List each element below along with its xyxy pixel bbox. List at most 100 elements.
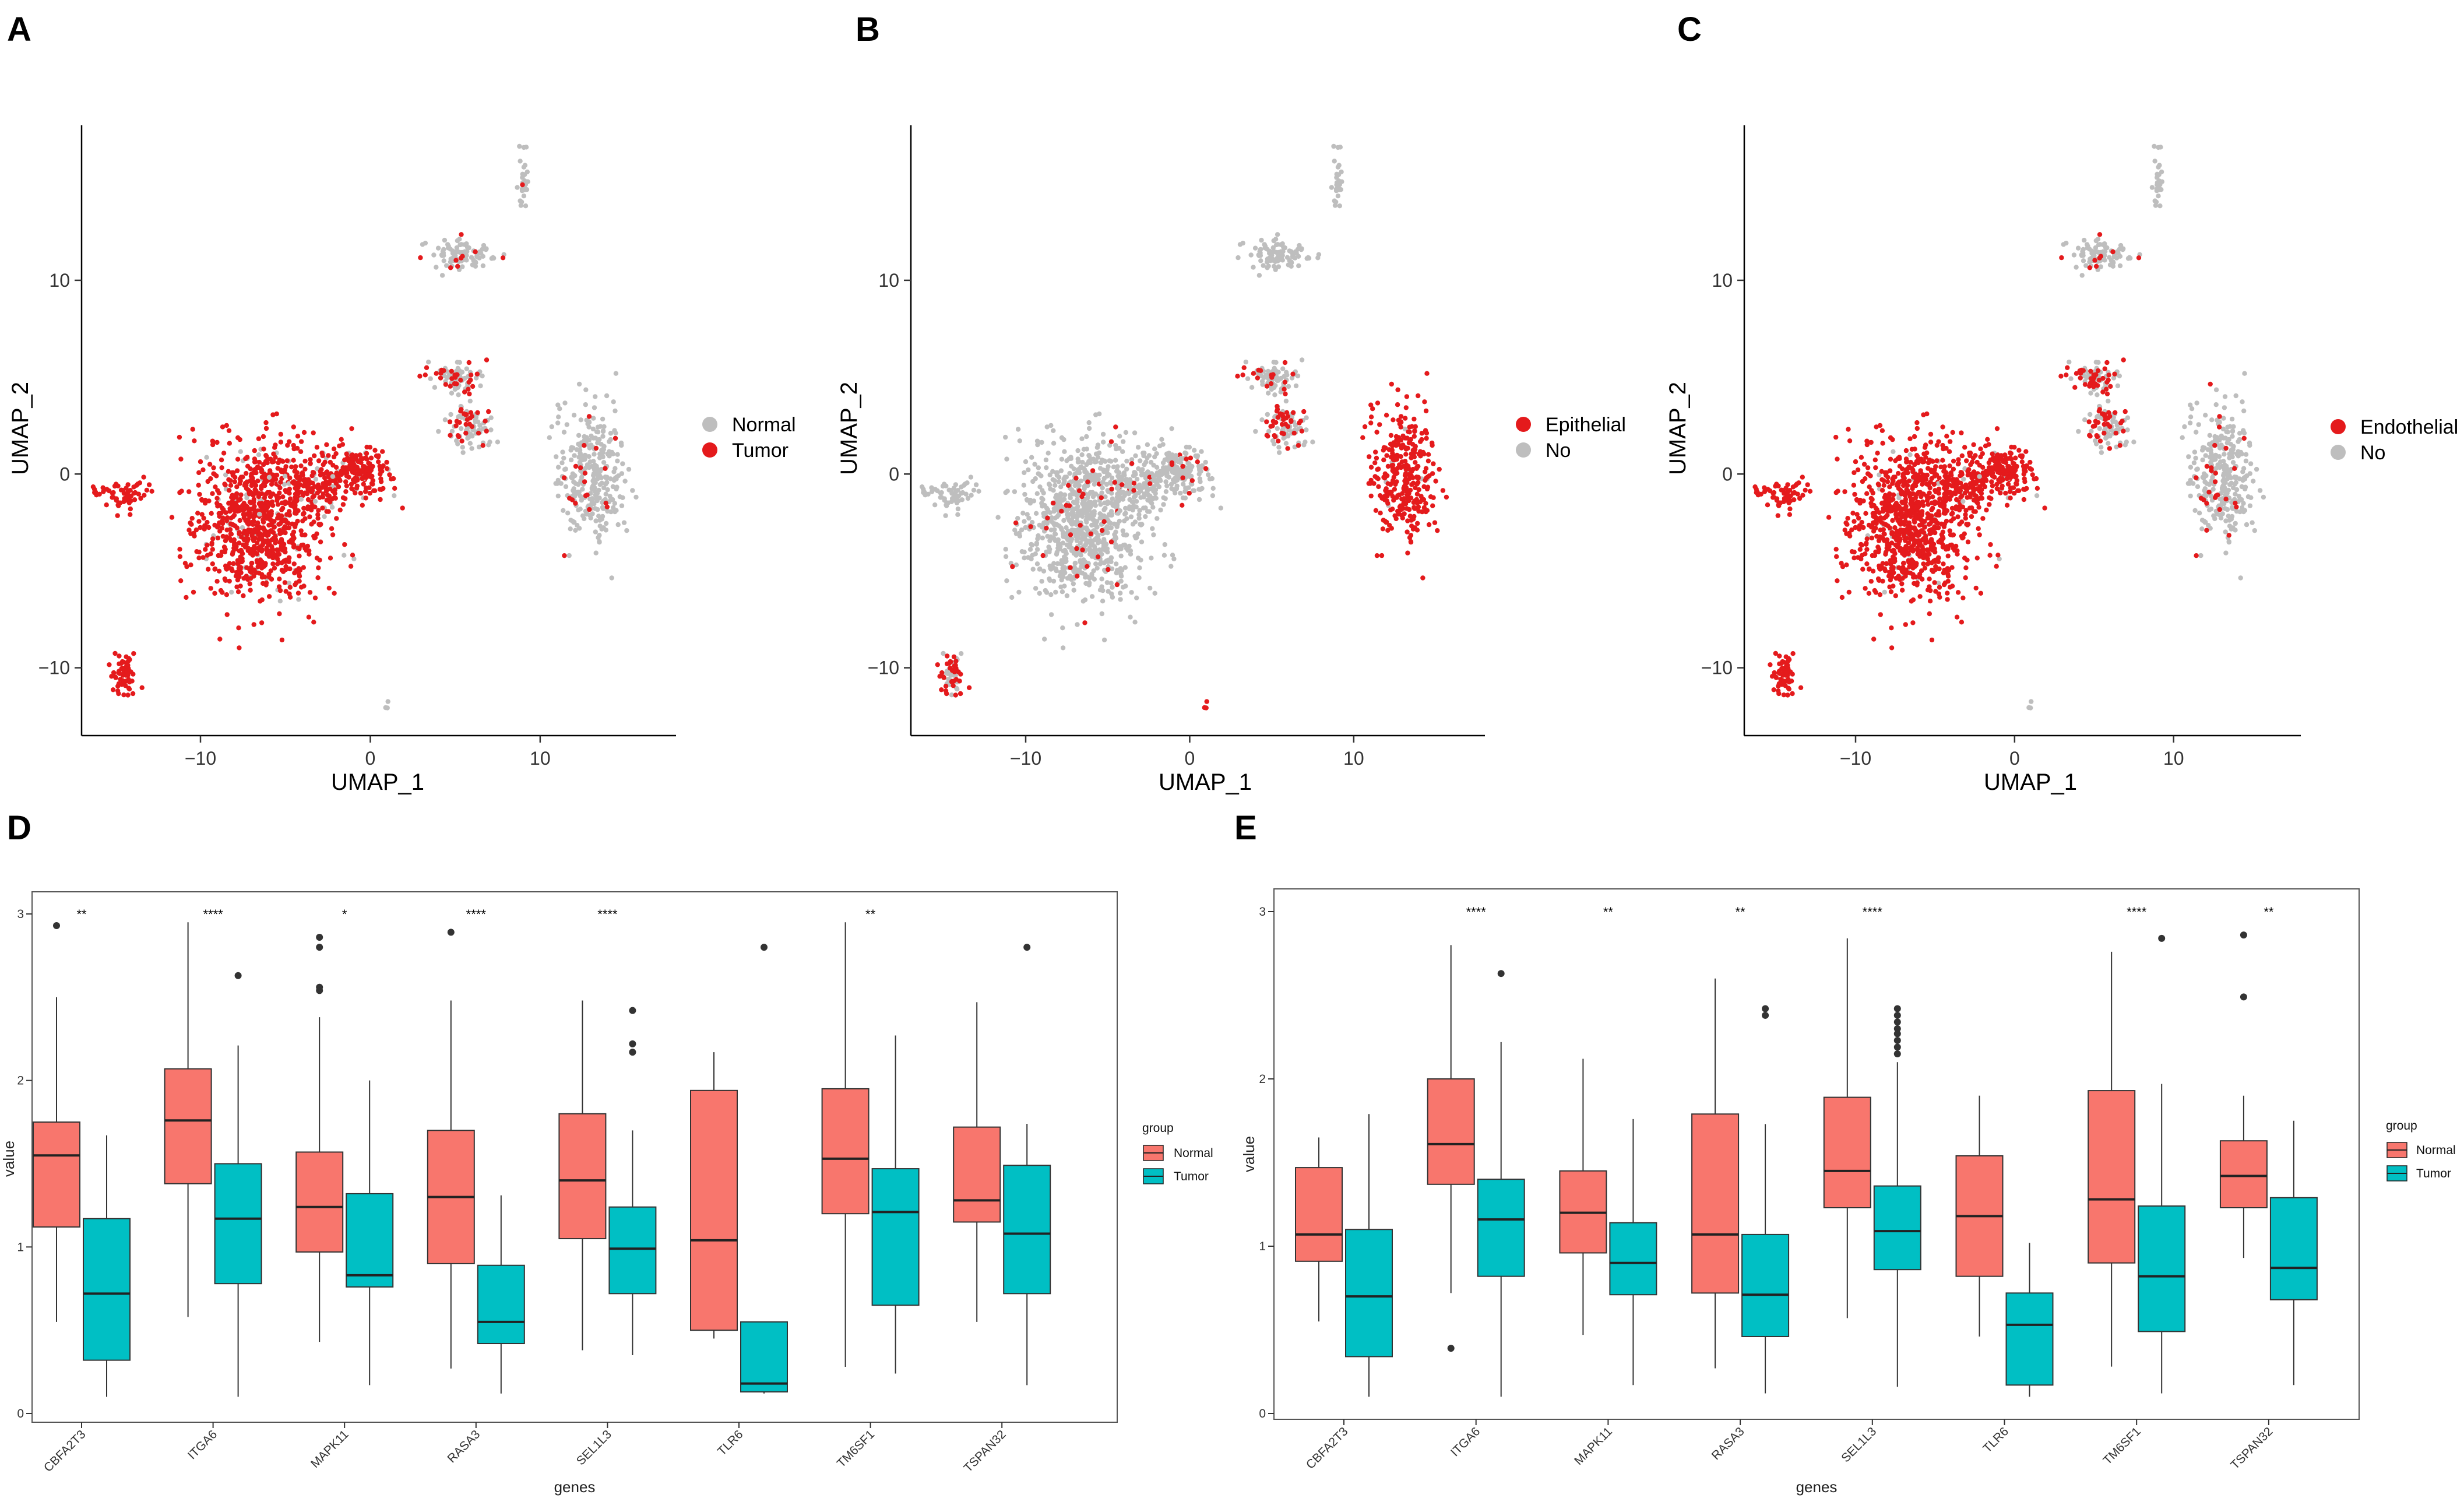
umap-point-a-large-left-436 — [280, 459, 286, 464]
umap-point-c-large-left-857 — [1906, 523, 1911, 529]
umap-point-b-top-pair-64 — [1316, 252, 1322, 257]
umap-point-b-right-cluster-243 — [1376, 466, 1381, 472]
umap-point-a-bottom-left-48 — [116, 681, 122, 687]
umap-point-a-left-arm-151 — [293, 495, 298, 500]
umap-point-a-mid-upper-73 — [462, 389, 467, 395]
umap-point-c-left-arm-93 — [1965, 472, 1970, 478]
umap-point-b-right-cluster-220 — [1375, 476, 1381, 481]
umap-point-a-large-left-91 — [236, 625, 241, 631]
umap-point-a-large-left-403 — [269, 537, 274, 543]
umap-point-a-right-cluster-250 — [580, 513, 586, 518]
umap-point-b-large-left-649 — [1116, 547, 1122, 552]
umap-point-a-mid-upper-39 — [449, 391, 455, 396]
umap-point-a-large-left-556 — [199, 512, 205, 517]
umap-point-b-mid-upper-79 — [1241, 365, 1247, 370]
umap-point-b-top-spike-15 — [1335, 145, 1340, 150]
umap-point-a-right-cluster-275 — [597, 518, 603, 523]
umap-point-b-right-cluster-138 — [1373, 449, 1378, 455]
umap-point-a-right-cluster-192 — [599, 448, 604, 453]
umap-point-b-left-arm-141 — [1196, 497, 1202, 502]
umap-point-a-right-nub-112 — [361, 481, 366, 487]
umap-point-c-large-left-786 — [1872, 588, 1877, 593]
umap-point-b-left-arm-199 — [1180, 502, 1185, 508]
umap-point-b-right-cluster-314 — [1402, 500, 1407, 505]
umap-point-c-left-arm-106 — [1960, 504, 1966, 509]
umap-point-a-large-left-617 — [196, 549, 202, 555]
umap-point-b-right-nub-62 — [1178, 456, 1184, 461]
umap-points-a — [90, 143, 639, 711]
umap-point-b-right-nub-119 — [1187, 491, 1192, 496]
umap-point-c-large-left-133 — [1864, 561, 1870, 567]
umap-point-b-mid-upper-34 — [1293, 383, 1299, 389]
umap-point-b-right-nub-115 — [1180, 475, 1185, 480]
umap-point-a-far-left-strip-23 — [115, 513, 120, 518]
umap-point-a-mid-lower-52 — [469, 446, 474, 451]
umap-point-b-large-left-597 — [1013, 562, 1019, 568]
umap-point-a-right-cluster-38 — [565, 511, 571, 516]
umap-point-c-large-left-776 — [1914, 580, 1920, 586]
umap-point-a-mid-lower-76 — [468, 410, 474, 415]
umap-point-a-mid-lower-16 — [460, 445, 465, 450]
umap-point-b-right-nub-110 — [1188, 455, 1194, 460]
umap-point-a-large-left-801 — [250, 553, 255, 558]
umap-point-a-large-left-657 — [224, 515, 230, 521]
umap-point-a-right-cluster-108 — [563, 484, 569, 490]
umap-point-a-large-left-430 — [315, 575, 321, 581]
umap-point-b-large-left-542 — [1065, 575, 1071, 581]
umap-point-a-large-left-664 — [311, 620, 316, 625]
umap-point-a-left-arm-48 — [278, 480, 283, 485]
umap-point-a-large-left-341 — [209, 511, 214, 516]
umap-point-b-top-pair-89 — [1265, 259, 1270, 265]
umap-point-a-mid-upper-49 — [474, 375, 479, 381]
umap-point-b-large-left-714 — [1029, 519, 1035, 525]
umap-point-a-right-nub-52 — [364, 444, 369, 450]
umap-point-a-mid-upper-89 — [441, 368, 446, 373]
umap-point-a-mid-lower-81 — [467, 421, 472, 427]
umap-point-b-right-cluster-32 — [1384, 413, 1389, 418]
umap-point-c-large-left-693 — [1861, 498, 1866, 504]
umap-point-a-bottom-left-51 — [139, 685, 145, 691]
umap-point-a-left-arm-148 — [326, 453, 331, 458]
umap-point-a-left-arm-111 — [332, 487, 338, 493]
umap-point-b-mid-lower-71 — [1264, 419, 1269, 424]
umap-point-b-mid-lower-50 — [1304, 427, 1309, 432]
umap-point-c-large-left-822 — [1909, 599, 1914, 604]
umap-point-c-large-left-389 — [1858, 455, 1864, 460]
umap-point-c-large-left-886 — [1886, 494, 1892, 500]
umap-point-c-large-left-112 — [1851, 519, 1857, 524]
umap-point-b-large-left-866 — [1090, 468, 1096, 473]
umap-point-a-far-left-strip-56 — [91, 487, 97, 492]
umap-point-a-large-left-483 — [251, 538, 256, 543]
umap-point-a-far-left-strip-55 — [131, 491, 137, 496]
umap-point-b-large-left-859 — [1105, 530, 1110, 536]
umap-point-a-large-left-504 — [277, 540, 283, 545]
umap-point-b-right-cluster-144 — [1380, 526, 1386, 532]
umap-point-b-large-left-849 — [1080, 535, 1086, 540]
umap-point-c-large-left-50 — [1889, 625, 1894, 631]
umap-point-c-large-left-805 — [1891, 474, 1896, 480]
umap-point-b-large-left-722 — [1124, 516, 1129, 521]
umap-point-a-right-nub-105 — [362, 464, 367, 469]
umap-point-a-right-cluster-191 — [594, 466, 600, 472]
umap-point-b-left-arm-113 — [1082, 469, 1087, 474]
umap-point-a-large-left-417 — [332, 590, 337, 596]
umap-point-b-bottom-left-41 — [957, 678, 962, 684]
umap-point-a-large-left-727 — [221, 507, 226, 512]
umap-point-b-large-left-626 — [1121, 543, 1126, 548]
umap-point-b-top-spike-27 — [1339, 169, 1344, 175]
umap-point-b-mid-lower-51 — [1272, 441, 1277, 446]
umap-point-a-large-left-682 — [210, 438, 215, 444]
umap-point-a-large-left-425 — [329, 526, 335, 532]
umap-point-a-large-left-659 — [182, 561, 188, 566]
umap-point-a-large-left-55 — [277, 599, 283, 604]
umap-point-b-left-arm-135 — [1136, 512, 1142, 518]
umap-point-a-large-left-779 — [216, 511, 221, 516]
umap-point-a-right-cluster-292 — [597, 455, 603, 460]
umap-point-a-large-left-806 — [293, 582, 298, 588]
umap-point-a-bottom-left-53 — [107, 662, 112, 667]
umap-point-c-large-left-529 — [1835, 456, 1840, 462]
umap-point-b-large-left-538 — [1151, 532, 1156, 537]
umap-point-a-bottom-left-52 — [121, 679, 126, 684]
umap-point-a-large-left-200 — [214, 579, 220, 584]
